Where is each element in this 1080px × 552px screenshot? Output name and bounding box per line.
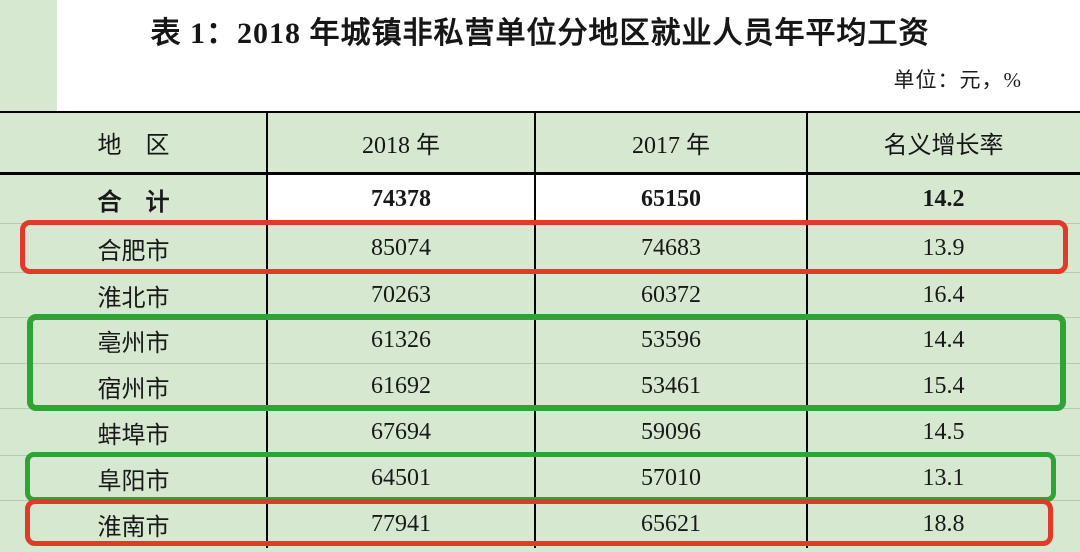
red-highlight-box-huainan <box>25 499 1053 546</box>
cell-2017: 60372 <box>641 281 701 308</box>
cell-region: 亳州市 <box>97 331 170 357</box>
cell-2017: 53596 <box>641 327 701 353</box>
table-body: 合 计 74378 65150 14.2 合肥市 85074 74683 13.… <box>0 175 1080 548</box>
green-highlight-box-bozhou-suzhou <box>27 314 1066 411</box>
table-header-row: 地 区 2018 年 2017 年 名义增长率 <box>0 113 1080 172</box>
cell-growth: 13.1 <box>922 464 965 491</box>
column-header-2017: 2017 年 <box>632 133 710 159</box>
cell-2017: 59096 <box>641 418 701 445</box>
table-row-suzhou: 宿州市 61692 53461 15.4 <box>0 363 1080 408</box>
table-row-total: 合 计 74378 65150 14.2 <box>0 175 1080 223</box>
cell-region: 合 计 <box>97 189 170 216</box>
column-divider-2 <box>534 111 536 548</box>
cell-2017: 65150 <box>535 175 807 223</box>
cell-region: 合肥市 <box>97 238 170 265</box>
cell-region: 阜阳市 <box>97 468 170 495</box>
cell-growth: 15.4 <box>922 372 965 399</box>
cell-2017: 53461 <box>641 372 701 399</box>
cell-2018: 64501 <box>371 464 431 491</box>
table-top-border <box>0 111 1080 113</box>
table-row-bengbu: 蚌埠市 67694 59096 14.5 <box>0 408 1080 455</box>
cell-growth: 13.9 <box>922 234 965 261</box>
green-highlight-box-fuyang <box>25 452 1056 502</box>
cell-2018: 85074 <box>371 234 431 261</box>
unit-label: 单位：元，% <box>893 68 1022 92</box>
cell-2018: 61692 <box>371 372 431 399</box>
header-bottom-border <box>0 172 1080 175</box>
column-divider-3 <box>806 111 808 548</box>
top-left-green-strip <box>0 0 57 111</box>
cell-2018: 61326 <box>371 327 431 353</box>
wage-table: 地 区 2018 年 2017 年 名义增长率 合 计 74378 65150 … <box>0 111 1080 552</box>
table-title: 表 1：2018 年城镇非私营单位分地区就业人员年平均工资 <box>150 17 930 50</box>
cell-2018: 67694 <box>371 418 431 445</box>
cell-region: 宿州市 <box>97 376 170 403</box>
cell-2017: 65621 <box>641 511 701 537</box>
column-header-region: 地 区 <box>97 133 170 159</box>
cell-growth: 14.4 <box>922 327 965 353</box>
cell-2017: 74683 <box>641 234 701 261</box>
column-header-growth: 名义增长率 <box>883 133 1004 159</box>
cell-region: 淮北市 <box>97 285 170 312</box>
red-highlight-box-hefei <box>20 220 1068 274</box>
column-divider-1 <box>266 111 268 548</box>
title-band <box>57 0 1080 111</box>
cell-growth: 14.5 <box>922 418 965 445</box>
cell-2018: 70263 <box>371 281 431 308</box>
table-row-huaibei: 淮北市 70263 60372 16.4 <box>0 272 1080 317</box>
cell-2018: 74378 <box>267 175 535 223</box>
column-header-2018: 2018 年 <box>362 133 440 159</box>
cell-2017: 57010 <box>641 464 701 491</box>
cell-growth: 14.2 <box>922 185 965 212</box>
cell-growth: 16.4 <box>922 281 965 308</box>
cell-region: 淮南市 <box>97 515 170 541</box>
cell-region: 蚌埠市 <box>97 422 170 449</box>
cell-2018: 77941 <box>371 511 431 537</box>
cell-growth: 18.8 <box>922 511 965 537</box>
